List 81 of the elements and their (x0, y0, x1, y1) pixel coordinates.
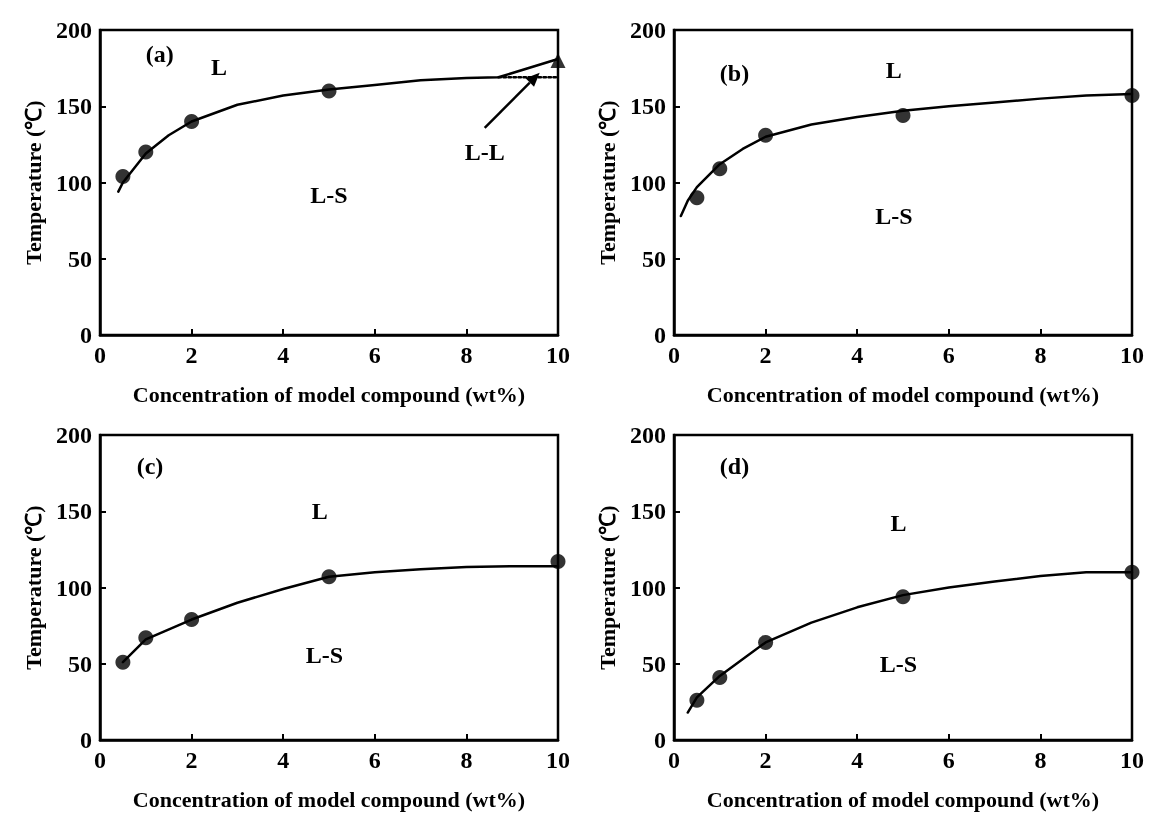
point (138, 144, 154, 160)
point (758, 634, 774, 650)
y-tick-label: 100 (56, 574, 92, 601)
point (138, 630, 154, 646)
x-tick-label: 2 (759, 747, 772, 773)
y-tick-label: 150 (56, 93, 92, 120)
y-tick-label: 200 (56, 422, 92, 448)
y-tick-label: 100 (630, 169, 666, 196)
point (184, 114, 200, 129)
x-tick-label: 4 (277, 747, 290, 773)
point (689, 692, 705, 708)
x-tick-label: 2 (185, 342, 198, 368)
x-tick-label: 8 (1034, 342, 1047, 368)
x-tick-label: 10 (546, 342, 570, 368)
annotation: (a) (145, 41, 174, 68)
y-tick-label: 0 (654, 727, 666, 753)
y-axis-title: Temperature (℃) (594, 505, 620, 670)
point (184, 612, 200, 628)
y-tick-label: 150 (56, 498, 92, 525)
point (712, 161, 728, 177)
annotation: (b) (719, 59, 750, 86)
x-axis-title: Concentration of model compound (wt%) (132, 381, 526, 407)
y-tick-label: 0 (80, 322, 92, 348)
y-tick-label: 200 (630, 17, 666, 43)
y-tick-label: 0 (80, 727, 92, 753)
x-tick-label: 8 (1034, 747, 1047, 773)
annotation: L-S (305, 641, 344, 668)
point (895, 107, 911, 123)
y-axis-title: Temperature (℃) (20, 505, 46, 670)
y-tick-label: 50 (68, 650, 92, 677)
y-tick-label: 150 (630, 498, 666, 525)
point (550, 53, 566, 68)
y-tick-label: 150 (630, 93, 666, 120)
y-tick-label: 50 (642, 650, 666, 677)
y-tick-label: 0 (654, 322, 666, 348)
x-tick-label: 10 (546, 747, 570, 773)
y-tick-label: 200 (56, 17, 92, 43)
x-tick-label: 6 (368, 747, 381, 773)
annotation: (d) (719, 452, 750, 479)
x-tick-label: 6 (942, 747, 955, 773)
point (1124, 88, 1140, 104)
x-tick-label: 4 (851, 747, 864, 773)
point (712, 669, 728, 685)
annotation: L-S (879, 650, 918, 677)
point (115, 168, 131, 184)
x-axis-title: Concentration of model compound (wt%) (706, 786, 1100, 812)
annotation: (c) (136, 452, 164, 479)
annotation: L (311, 498, 328, 525)
y-tick-label: 100 (630, 574, 666, 601)
y-axis-title: Temperature (℃) (20, 100, 46, 265)
x-tick-label: 8 (460, 747, 473, 773)
x-tick-label: 2 (185, 747, 198, 773)
x-tick-label: 2 (759, 342, 772, 368)
y-tick-label: 200 (630, 422, 666, 448)
point (321, 83, 337, 99)
x-axis-title: Concentration of model compound (wt%) (132, 786, 526, 812)
point (550, 554, 566, 570)
point (689, 190, 705, 206)
y-tick-label: 100 (56, 169, 92, 196)
x-tick-label: 4 (851, 342, 864, 368)
point (115, 654, 131, 670)
x-tick-label: 10 (1120, 747, 1144, 773)
x-tick-label: 6 (368, 342, 381, 368)
x-tick-label: 8 (460, 342, 473, 368)
y-tick-label: 50 (642, 245, 666, 272)
point (895, 589, 911, 605)
point (1124, 564, 1140, 580)
annotation: L (885, 56, 902, 83)
point (321, 569, 337, 585)
y-axis-title: Temperature (℃) (594, 100, 620, 265)
annotation: L (211, 53, 228, 80)
x-tick-label: 6 (942, 342, 955, 368)
annotation: L-S (875, 203, 913, 230)
x-axis-title: Concentration of model compound (wt%) (706, 381, 1100, 407)
point (758, 127, 774, 143)
x-tick-label: 10 (1120, 342, 1144, 368)
y-tick-label: 50 (68, 245, 92, 272)
annotation: L-L (464, 138, 505, 165)
x-tick-label: 4 (277, 342, 290, 368)
annotation: L (890, 510, 907, 537)
annotation: L-S (310, 181, 348, 208)
